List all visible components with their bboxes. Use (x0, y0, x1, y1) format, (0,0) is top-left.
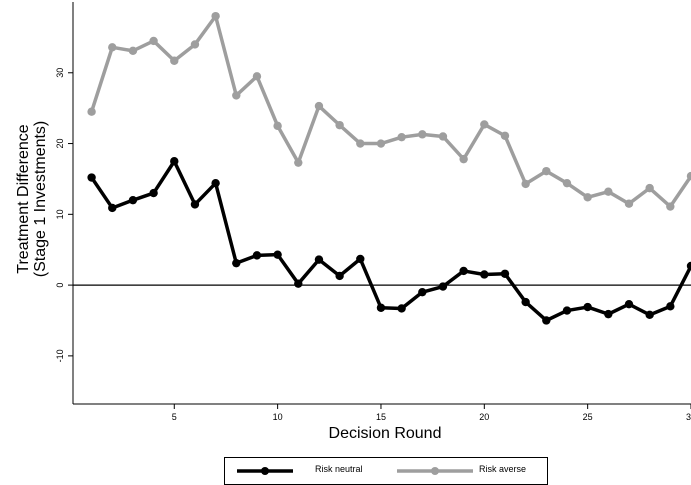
data-point-risk-neutral (438, 282, 448, 291)
x-tick-label: 25 (583, 412, 593, 422)
x-tick-label: 15 (376, 412, 386, 422)
data-point-risk-averse (335, 120, 344, 130)
data-point-risk-averse (170, 56, 179, 65)
data-point-risk-averse (356, 139, 365, 148)
data-point-risk-neutral (87, 173, 96, 182)
data-point-risk-neutral (480, 270, 489, 279)
data-point-risk-neutral (666, 302, 675, 311)
data-point-risk-neutral (170, 157, 179, 166)
data-point-risk-averse (149, 36, 158, 46)
y-tick-label: 10 (55, 209, 65, 219)
data-point-risk-neutral (583, 302, 592, 312)
data-point-risk-averse (666, 202, 675, 211)
data-point-risk-averse (232, 91, 241, 100)
data-point-risk-neutral (149, 188, 158, 198)
legend-label-risk-neutral: Risk neutral (315, 464, 363, 474)
data-point-risk-neutral (232, 258, 241, 268)
y-tick-label: 20 (55, 139, 65, 149)
data-point-risk-averse (418, 130, 427, 139)
legend-label-risk-averse: Risk averse (479, 464, 527, 474)
x-tick-label: 20 (479, 412, 489, 422)
x-axis-label: Decision Round (329, 425, 442, 442)
y-axis-label-line-1: Treatment Difference (15, 124, 32, 274)
x-tick-label: 30 (686, 412, 691, 422)
data-point-risk-neutral (211, 178, 220, 188)
data-point-risk-averse (562, 178, 572, 188)
legend-line-risk-averse-icon (397, 467, 473, 475)
y-tick-label: 0 (55, 283, 65, 288)
data-point-risk-neutral (500, 269, 510, 278)
data-point-risk-neutral (314, 255, 324, 264)
data-point-risk-averse (128, 46, 138, 56)
data-point-risk-neutral (294, 279, 303, 288)
data-point-risk-averse (438, 132, 448, 141)
x-tick-label: 5 (172, 412, 177, 422)
data-point-risk-neutral (521, 297, 530, 307)
data-point-risk-neutral (459, 266, 468, 276)
y-tick-labels: -10 0 10 20 30 (55, 68, 65, 363)
data-point-risk-averse (108, 43, 117, 52)
data-point-risk-averse (480, 120, 489, 129)
data-point-risk-neutral (604, 309, 613, 319)
y-tick-label: -10 (55, 349, 65, 362)
data-point-risk-neutral (273, 250, 282, 259)
data-point-risk-neutral (252, 251, 262, 260)
data-point-risk-neutral (190, 200, 200, 209)
data-point-risk-neutral (108, 203, 117, 213)
data-point-risk-averse (624, 199, 634, 208)
data-point-risk-neutral (624, 300, 634, 309)
series-risk-neutral (87, 157, 691, 325)
data-point-risk-neutral (128, 195, 138, 205)
legend: Risk neutral Risk averse (224, 457, 548, 485)
data-point-risk-neutral (397, 304, 406, 313)
data-point-risk-neutral (335, 271, 344, 281)
data-point-risk-averse (87, 107, 96, 116)
data-point-risk-averse (583, 193, 592, 202)
x-tick-label: 10 (273, 412, 283, 422)
data-point-risk-averse (273, 121, 282, 131)
data-point-risk-averse (376, 139, 386, 148)
data-point-risk-averse (397, 132, 406, 142)
data-point-risk-neutral (686, 261, 691, 271)
series-risk-averse (87, 11, 691, 211)
data-point-risk-averse (645, 183, 654, 193)
series-lines (87, 11, 691, 325)
data-point-risk-averse (294, 158, 303, 167)
data-point-risk-averse (252, 72, 262, 81)
data-point-risk-averse (459, 154, 468, 164)
x-tick-labels: 5 10 15 20 25 30 (172, 412, 691, 422)
data-point-risk-neutral (356, 254, 365, 264)
y-axis-label-line-2: (Stage 1 Investments) (32, 121, 49, 278)
y-tick-label: 30 (55, 68, 65, 78)
plot-frame (68, 2, 691, 409)
data-point-risk-averse (686, 171, 691, 181)
series-line-risk-neutral (90, 159, 691, 323)
data-point-risk-averse (500, 131, 510, 140)
data-point-risk-neutral (376, 303, 386, 312)
data-point-risk-averse (521, 179, 530, 189)
legend-line-risk-neutral-icon (237, 467, 293, 475)
data-point-risk-averse (604, 187, 613, 196)
data-point-risk-neutral (542, 316, 551, 325)
data-point-risk-averse (211, 11, 220, 21)
data-point-risk-neutral (418, 287, 427, 297)
data-point-risk-averse (542, 166, 551, 176)
data-point-risk-neutral (645, 310, 654, 320)
data-point-risk-averse (190, 40, 200, 49)
data-point-risk-averse (314, 101, 324, 111)
data-point-risk-neutral (562, 306, 572, 315)
